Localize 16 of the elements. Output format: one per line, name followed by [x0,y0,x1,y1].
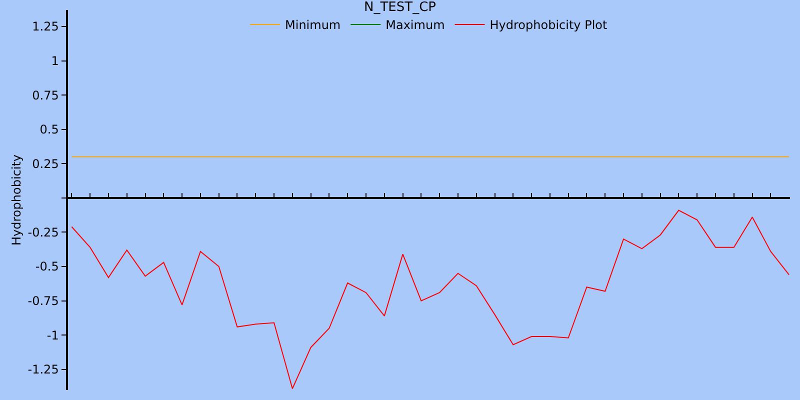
y-tick-label: 0.5 [40,122,59,137]
y-tick-label: 1.25 [32,20,59,34]
y-tick-label: 0.75 [32,88,59,102]
y-tick-label: -0.25 [28,225,59,240]
y-tick-label: 1 [51,54,59,68]
y-tick-label: -1.25 [28,362,59,377]
chart-title: N_TEST_CP [364,0,436,16]
y-tick-label: -0.75 [28,294,59,308]
y-axis-title: Hydrophobicity [10,154,24,246]
y-tick-label: -0.5 [35,260,59,274]
line-series [71,210,790,390]
legend-label: Maximum [386,18,445,32]
legend-label: Hydrophobicity Plot [490,18,608,32]
y-tick-label: -1 [46,328,59,342]
legend-label: Minimum [285,18,341,32]
y-tick-label: 0.25 [32,156,59,171]
